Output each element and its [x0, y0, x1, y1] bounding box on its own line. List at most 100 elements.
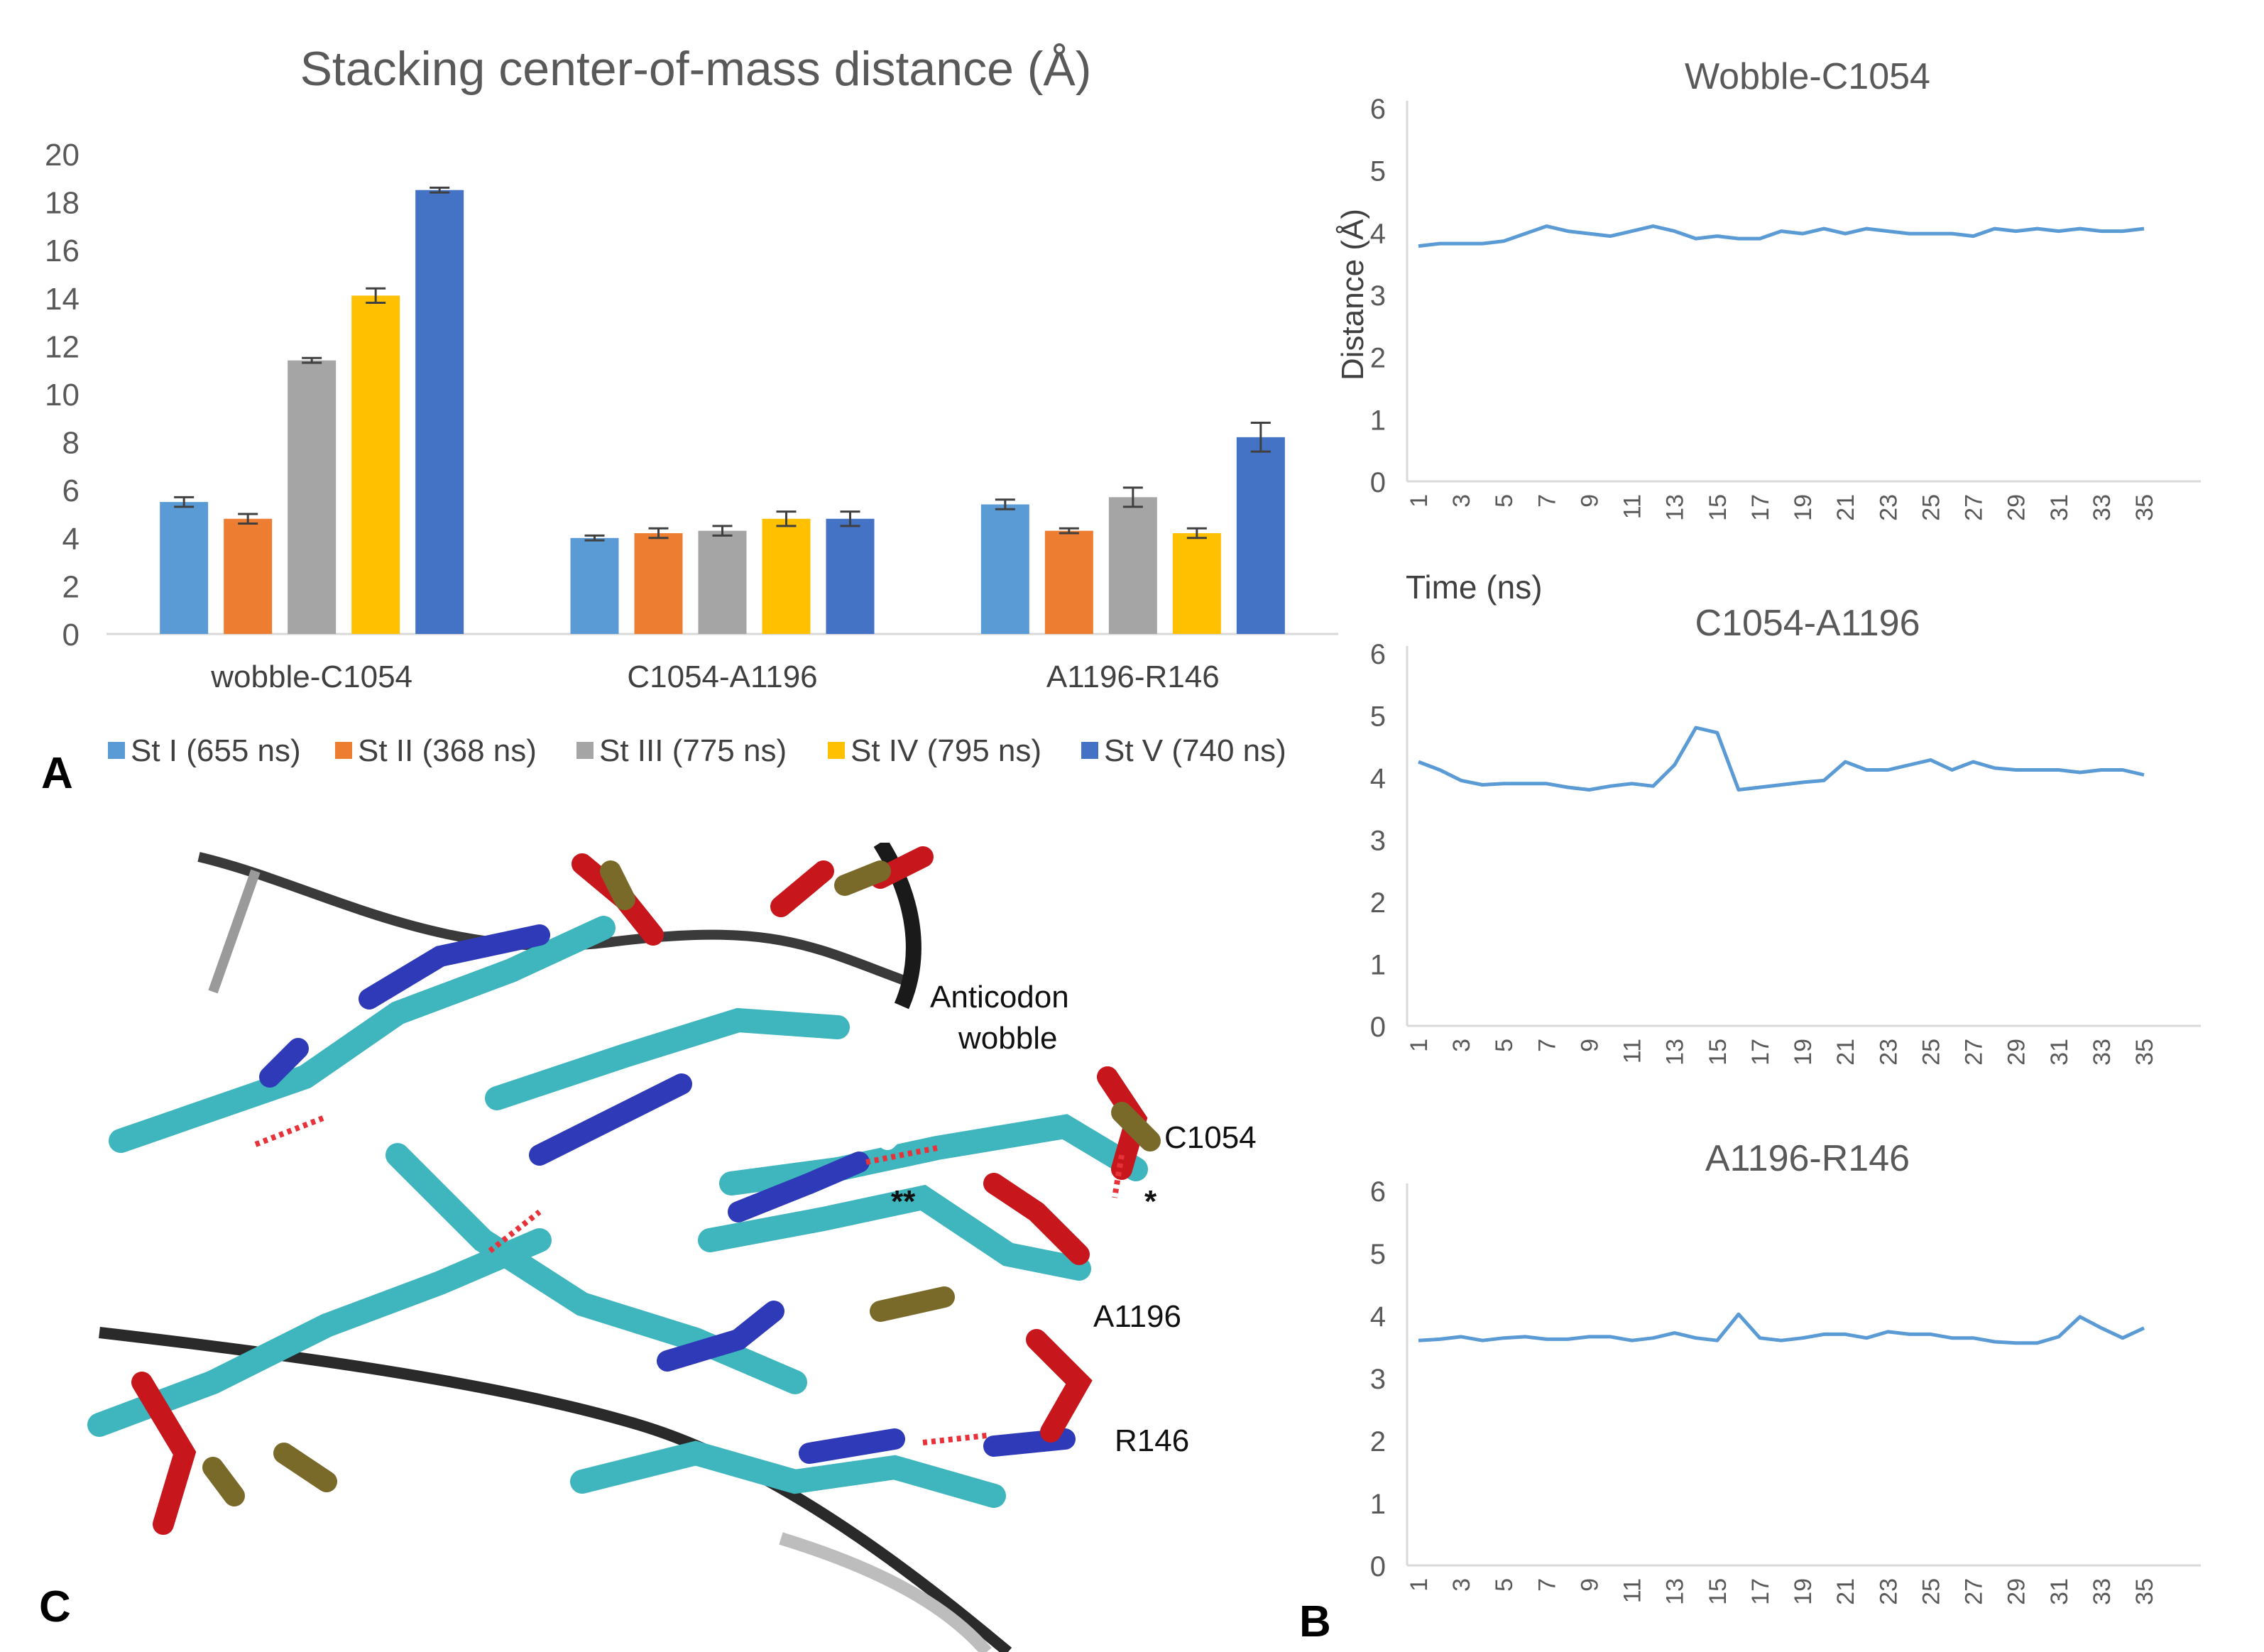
y-tick-label: 2 [62, 569, 80, 604]
y-tick-label: 1 [1370, 950, 1386, 981]
bar [698, 530, 747, 634]
x-tick-label: 5 [1491, 1039, 1518, 1052]
x-tick-label: 19 [1790, 494, 1817, 521]
x-tick-label: 33 [2089, 494, 2116, 521]
x-tick-label: 23 [1875, 494, 1902, 521]
label-single-star: * [1144, 1184, 1157, 1219]
x-tick-label: 3 [1448, 1039, 1475, 1052]
x-tick-label: 35 [2131, 1039, 2158, 1066]
backbone-ribbon [779, 1532, 992, 1652]
data-series-line [1418, 726, 2145, 792]
y-tick-label: 0 [62, 618, 80, 652]
x-tick-label: 17 [1747, 1039, 1774, 1066]
y-tick-label: 5 [1370, 701, 1386, 733]
x-tick-label: 19 [1790, 1578, 1817, 1605]
y-tick-label: 8 [62, 426, 80, 461]
x-axis-label: Time (ns) [1406, 569, 1543, 606]
x-tick-label: 17 [1747, 494, 1774, 521]
x-tick-label: 21 [1832, 1039, 1859, 1066]
y-tick-label: 3 [1370, 1364, 1386, 1395]
label-r146: R146 [1115, 1423, 1189, 1458]
legend-swatch [1081, 742, 1098, 759]
y-tick-label: 0 [1370, 1551, 1386, 1582]
x-tick-label: 29 [2003, 1578, 2030, 1605]
label-double-star: ** [891, 1184, 916, 1219]
x-category-label: wobble-C1054 [210, 660, 412, 694]
bar [1236, 437, 1285, 634]
x-tick-label: 15 [1705, 1039, 1732, 1066]
y-tick-label: 4 [62, 522, 80, 557]
y-tick-label: 1 [1370, 405, 1386, 436]
line-chart-title: A1196-R146 [1705, 1138, 1910, 1179]
label-a1196: A1196 [1093, 1299, 1181, 1334]
x-tick-label: 11 [1619, 494, 1646, 519]
y-tick-label: 0 [1370, 467, 1386, 498]
x-tick-label: 3 [1448, 494, 1475, 508]
bar [1108, 497, 1157, 634]
x-tick-label: 7 [1533, 1039, 1560, 1052]
x-tick-label: 21 [1832, 494, 1859, 521]
y-tick-label: 3 [1370, 826, 1386, 857]
x-tick-label: 33 [2089, 1578, 2116, 1605]
x-tick-label: 19 [1790, 1039, 1817, 1066]
y-tick-label: 18 [45, 186, 80, 221]
y-tick-label: 10 [45, 378, 80, 412]
legend-label: St IV (795 ns) [851, 733, 1041, 768]
x-tick-label: 9 [1576, 1578, 1603, 1592]
legend-label: St II (368 ns) [358, 733, 537, 768]
y-tick-label: 2 [1370, 1426, 1386, 1457]
x-category-label: A1196-R146 [1046, 660, 1220, 694]
bar [1044, 530, 1093, 634]
x-tick-label: 31 [2046, 1578, 2073, 1605]
x-tick-label: 25 [1918, 1039, 1945, 1066]
y-tick-label: 1 [1370, 1489, 1386, 1520]
x-tick-label: 7 [1533, 494, 1560, 508]
y-axis-label: Distance (Å) [1335, 209, 1370, 381]
label-c1054: C1054 [1164, 1120, 1257, 1155]
x-tick-label: 29 [2003, 494, 2030, 521]
x-tick-label: 3 [1448, 1578, 1475, 1592]
x-tick-label: 1 [1406, 1578, 1433, 1592]
bar [288, 360, 337, 634]
bar [980, 504, 1029, 634]
x-tick-label: 23 [1875, 1578, 1902, 1605]
bar-plot-area: 0 2 4 6 8 10 12 14 16 18 20 wobble-C1054 C1054-A1196… [45, 138, 1338, 694]
legend-label: St III (775 ns) [599, 733, 787, 768]
x-tick-label: 5 [1491, 494, 1518, 508]
x-tick-label: 25 [1918, 494, 1945, 521]
bar [570, 537, 619, 634]
x-tick-label: 23 [1875, 1039, 1902, 1066]
x-tick-label: 31 [2046, 494, 2073, 521]
x-tick-label: 27 [1961, 1039, 1988, 1066]
x-tick-label: 31 [2046, 1039, 2073, 1066]
x-tick-label: 11 [1619, 1578, 1646, 1603]
x-tick-label: 13 [1662, 1039, 1689, 1066]
y-tick-label: 5 [1370, 156, 1386, 187]
x-tick-label: 7 [1533, 1578, 1560, 1592]
bar [351, 295, 400, 634]
bar [762, 518, 811, 634]
legend-swatch [828, 742, 845, 759]
bar [415, 190, 464, 634]
x-tick-label: 11 [1619, 1039, 1646, 1063]
y-tick-label: 6 [1370, 1176, 1386, 1208]
bar [1172, 533, 1221, 634]
y-tick-label: 3 [1370, 280, 1386, 312]
bar [224, 518, 273, 634]
y-tick-label: 6 [1370, 639, 1386, 670]
y-tick-label: 0 [1370, 1012, 1386, 1043]
label-anticodon: Anticodon [930, 980, 1069, 1014]
bar [160, 502, 209, 634]
y-tick-label: 6 [1370, 94, 1386, 125]
bar [634, 533, 683, 634]
y-tick-label: 20 [45, 138, 80, 173]
x-tick-label: 1 [1406, 494, 1433, 508]
legend-swatch [576, 742, 594, 759]
panel-label-b: B [1299, 1597, 1331, 1646]
y-tick-label: 14 [45, 282, 80, 317]
x-tick-label: 15 [1705, 1578, 1732, 1605]
x-tick-label: 5 [1491, 1578, 1518, 1592]
bar [826, 518, 875, 634]
y-tick-label: 4 [1370, 763, 1386, 794]
